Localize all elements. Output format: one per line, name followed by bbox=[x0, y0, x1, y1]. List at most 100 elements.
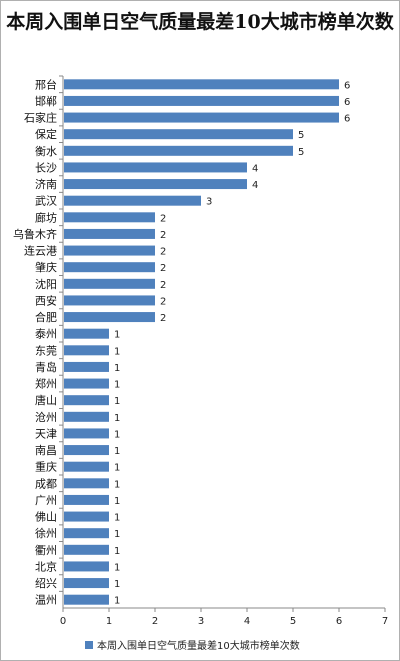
bar bbox=[64, 578, 109, 589]
data-label: 4 bbox=[252, 163, 258, 174]
data-label: 2 bbox=[160, 263, 166, 274]
data-label: 5 bbox=[298, 130, 304, 141]
data-label: 1 bbox=[114, 546, 120, 557]
category-label: 成都 bbox=[35, 477, 57, 490]
bar bbox=[64, 95, 339, 106]
category-label: 乌鲁木齐 bbox=[13, 227, 57, 241]
x-tick-label: 5 bbox=[290, 616, 296, 627]
bar bbox=[64, 494, 109, 505]
data-label: 3 bbox=[206, 197, 212, 208]
category-label: 郑州 bbox=[35, 377, 57, 391]
bar bbox=[64, 594, 109, 605]
category-label: 保定 bbox=[35, 127, 57, 141]
data-label: 5 bbox=[298, 147, 304, 158]
category-label: 邯郸 bbox=[35, 94, 57, 108]
chart-title: 本周入围单日空气质量最差10大城市榜单次数 bbox=[6, 11, 394, 33]
bar bbox=[64, 345, 109, 356]
category-label: 沈阳 bbox=[35, 277, 57, 291]
bar bbox=[64, 428, 109, 439]
category-label: 唐山 bbox=[35, 393, 57, 407]
category-label: 连云港 bbox=[24, 245, 57, 258]
data-label: 4 bbox=[252, 180, 258, 191]
bar bbox=[64, 112, 339, 123]
x-tick-label: 3 bbox=[198, 616, 204, 627]
bar bbox=[64, 79, 339, 90]
x-tick-label: 2 bbox=[152, 616, 158, 627]
category-label: 绍兴 bbox=[35, 576, 57, 590]
category-label: 武汉 bbox=[35, 195, 57, 208]
bar bbox=[64, 561, 109, 572]
category-label: 济南 bbox=[35, 177, 57, 191]
category-label: 廊坊 bbox=[35, 210, 57, 224]
data-label: 2 bbox=[160, 280, 166, 291]
category-label: 佛山 bbox=[35, 511, 57, 524]
data-label: 2 bbox=[160, 247, 166, 258]
data-label: 6 bbox=[344, 114, 350, 125]
data-label: 6 bbox=[344, 97, 350, 108]
data-label: 2 bbox=[160, 230, 166, 241]
bar bbox=[64, 361, 109, 372]
bar bbox=[64, 228, 155, 239]
bar bbox=[64, 461, 109, 472]
bar bbox=[64, 478, 109, 489]
data-label: 2 bbox=[160, 313, 166, 324]
bar bbox=[64, 378, 109, 389]
bar bbox=[64, 162, 247, 173]
x-tick-label: 4 bbox=[244, 616, 250, 627]
x-tick-label: 1 bbox=[106, 616, 112, 627]
bar bbox=[64, 312, 155, 323]
data-label: 1 bbox=[114, 396, 120, 407]
bar bbox=[64, 212, 155, 223]
data-label: 2 bbox=[160, 213, 166, 224]
category-label: 肇庆 bbox=[35, 260, 57, 274]
category-label: 沧州 bbox=[35, 410, 57, 424]
category-label: 长沙 bbox=[35, 161, 57, 174]
bar bbox=[64, 395, 109, 406]
category-label: 西安 bbox=[35, 293, 57, 307]
legend-swatch bbox=[85, 640, 93, 649]
bar bbox=[64, 179, 247, 190]
data-label: 1 bbox=[114, 596, 120, 607]
category-label: 东莞 bbox=[35, 344, 57, 357]
legend-label: 本周入围单日空气质量最差10大城市榜单次数 bbox=[97, 641, 300, 652]
x-tick-label: 7 bbox=[382, 616, 388, 627]
x-tick-label: 0 bbox=[60, 616, 66, 627]
category-label: 北京 bbox=[35, 559, 57, 573]
bar bbox=[64, 445, 109, 456]
category-label: 泰州 bbox=[35, 327, 57, 341]
bar bbox=[64, 544, 109, 555]
category-label: 重庆 bbox=[35, 460, 57, 474]
category-label: 衡水 bbox=[35, 145, 57, 158]
category-label: 温州 bbox=[35, 594, 57, 607]
data-label: 1 bbox=[114, 330, 120, 341]
bar bbox=[64, 511, 109, 522]
data-label: 1 bbox=[114, 429, 120, 440]
data-label: 1 bbox=[114, 496, 120, 507]
chart-legend: 本周入围单日空气质量最差10大城市榜单次数 bbox=[85, 637, 300, 652]
data-label: 1 bbox=[114, 562, 120, 573]
bar bbox=[64, 245, 155, 256]
data-label: 6 bbox=[344, 80, 350, 91]
bar bbox=[64, 145, 293, 156]
category-label: 天津 bbox=[35, 427, 57, 440]
bar bbox=[64, 195, 201, 206]
bar bbox=[64, 129, 293, 140]
data-label: 1 bbox=[114, 513, 120, 524]
data-label: 1 bbox=[114, 479, 120, 490]
data-label: 1 bbox=[114, 446, 120, 457]
category-label: 邢台 bbox=[35, 77, 57, 91]
category-label: 南昌 bbox=[35, 444, 57, 457]
data-label: 1 bbox=[114, 346, 120, 357]
category-label: 青岛 bbox=[35, 360, 57, 374]
data-label: 1 bbox=[114, 363, 120, 374]
bar bbox=[64, 295, 155, 306]
data-label: 1 bbox=[114, 529, 120, 540]
data-label: 2 bbox=[160, 296, 166, 307]
bar bbox=[64, 528, 109, 539]
category-label: 广州 bbox=[35, 494, 57, 507]
bar bbox=[64, 411, 109, 422]
bar bbox=[64, 328, 109, 339]
data-label: 1 bbox=[114, 380, 120, 391]
